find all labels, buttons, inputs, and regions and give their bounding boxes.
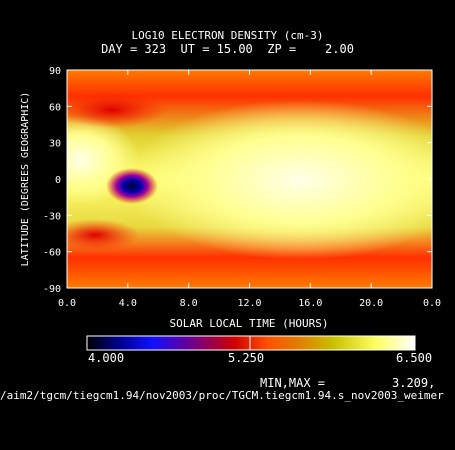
y-tick-label: 90: [49, 66, 61, 77]
colorbar-min-label: 4.000: [87, 351, 125, 365]
x-axis-label: SOLAR LOCAL TIME (HOURS): [169, 317, 329, 330]
y-tick-label: -60: [43, 248, 61, 259]
footer-path: /aim2/tgcm/tiegcm1.94/nov2003/proc/TGCM.…: [0, 389, 444, 402]
chart-title: LOG10 ELECTRON DENSITY (cm-3): [131, 29, 324, 42]
x-tick-label: 20.0: [359, 298, 383, 309]
colorbar: [86, 335, 416, 351]
x-tick-label: 8.0: [180, 298, 198, 309]
heatmap-field: [67, 70, 432, 288]
y-tick-label: -90: [43, 284, 61, 295]
x-axis: 0.0 4.0 8.0 12.0 16.0 20.0 0.0: [58, 70, 441, 309]
x-tick-label: 0.0: [58, 298, 76, 309]
y-tick-label: 0: [55, 175, 61, 186]
x-tick-label: 12.0: [237, 298, 261, 309]
colorbar-mid-label: 5.250: [227, 351, 265, 365]
y-tick-label: -30: [43, 211, 61, 222]
x-tick-label: 4.0: [119, 298, 137, 309]
minmax-label: MIN,MAX =: [260, 376, 326, 390]
y-axis: 90 60 30 0 -30 -60 -90: [43, 66, 432, 295]
minmax-value: 3.209, 6.412: [392, 376, 436, 390]
y-axis-label: LATITUDE (DEGREES GEOGRAPHIC): [20, 91, 31, 267]
y-tick-label: 30: [49, 139, 61, 150]
chart-subtitle: DAY = 323 UT = 15.00 ZP = 2.00: [101, 42, 354, 56]
y-tick-label: 60: [49, 102, 61, 113]
x-tick-label: 0.0: [423, 298, 441, 309]
colorbar-max-label: 6.500: [395, 351, 433, 365]
x-tick-label: 16.0: [298, 298, 322, 309]
